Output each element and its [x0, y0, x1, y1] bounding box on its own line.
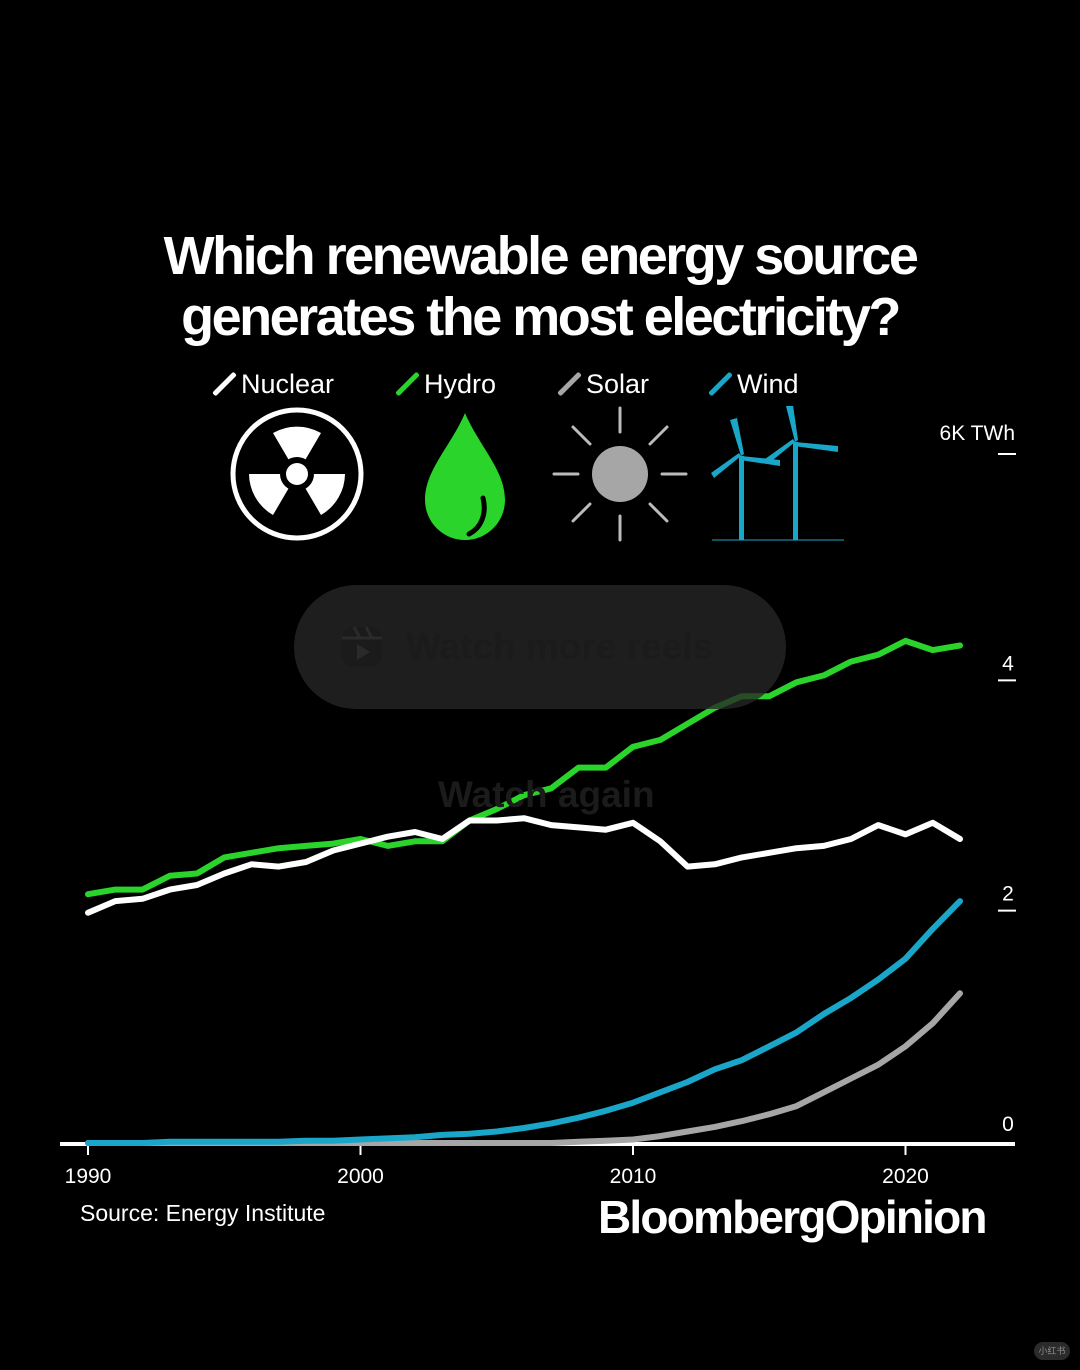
sun-icon	[552, 406, 688, 542]
x-tick-label-2010: 2010	[610, 1165, 657, 1188]
title-line-1: Which renewable energy source	[163, 226, 919, 286]
series-line-hydro	[85, 637, 963, 898]
legend-item-solar: Solar	[557, 362, 650, 406]
legend-label-hydro: Hydro	[424, 369, 497, 399]
y-tick-label-2: 2	[1002, 883, 1014, 906]
y-tick-label-4: 4	[1002, 652, 1014, 675]
y-tick-label-0: 0	[1002, 1113, 1014, 1136]
radiation-icon	[230, 407, 364, 541]
legend-item-wind: Wind	[708, 362, 799, 406]
source-note: Source: Energy Institute	[80, 1200, 326, 1226]
y-axis-unit-label: 6K TWh	[940, 422, 1015, 445]
legend: Nuclear Hydro Solar Wind	[0, 362, 1080, 552]
x-tick-label-2020: 2020	[882, 1165, 929, 1188]
legend-label-solar: Solar	[586, 369, 650, 399]
watch-more-reels-button[interactable]: Watch more reels	[294, 585, 786, 709]
legend-item-hydro: Hydro	[395, 362, 497, 406]
series-line-wind	[85, 898, 963, 1146]
series-line-solar	[85, 990, 963, 1146]
watermark-badge: 小红书	[1034, 1342, 1070, 1360]
legend-label-wind: Wind	[737, 369, 799, 399]
water-drop-icon	[425, 413, 505, 540]
watch-again-button[interactable]: Watch again	[438, 774, 655, 815]
bloomberg-opinion-logo: BloombergOpinion	[598, 1191, 988, 1243]
reels-icon	[342, 626, 382, 667]
x-tick-label-2000: 2000	[337, 1165, 384, 1188]
wind-turbine-icon	[711, 406, 844, 541]
series-line-nuclear	[85, 815, 963, 916]
chart-title: Which renewable energy source generates …	[0, 226, 1080, 348]
x-tick-label-1990: 1990	[65, 1165, 112, 1188]
title-line-2: generates the most electricity?	[181, 287, 901, 347]
watch-more-reels-label: Watch more reels	[406, 626, 714, 667]
legend-item-nuclear: Nuclear	[212, 362, 335, 406]
legend-label-nuclear: Nuclear	[241, 369, 335, 399]
